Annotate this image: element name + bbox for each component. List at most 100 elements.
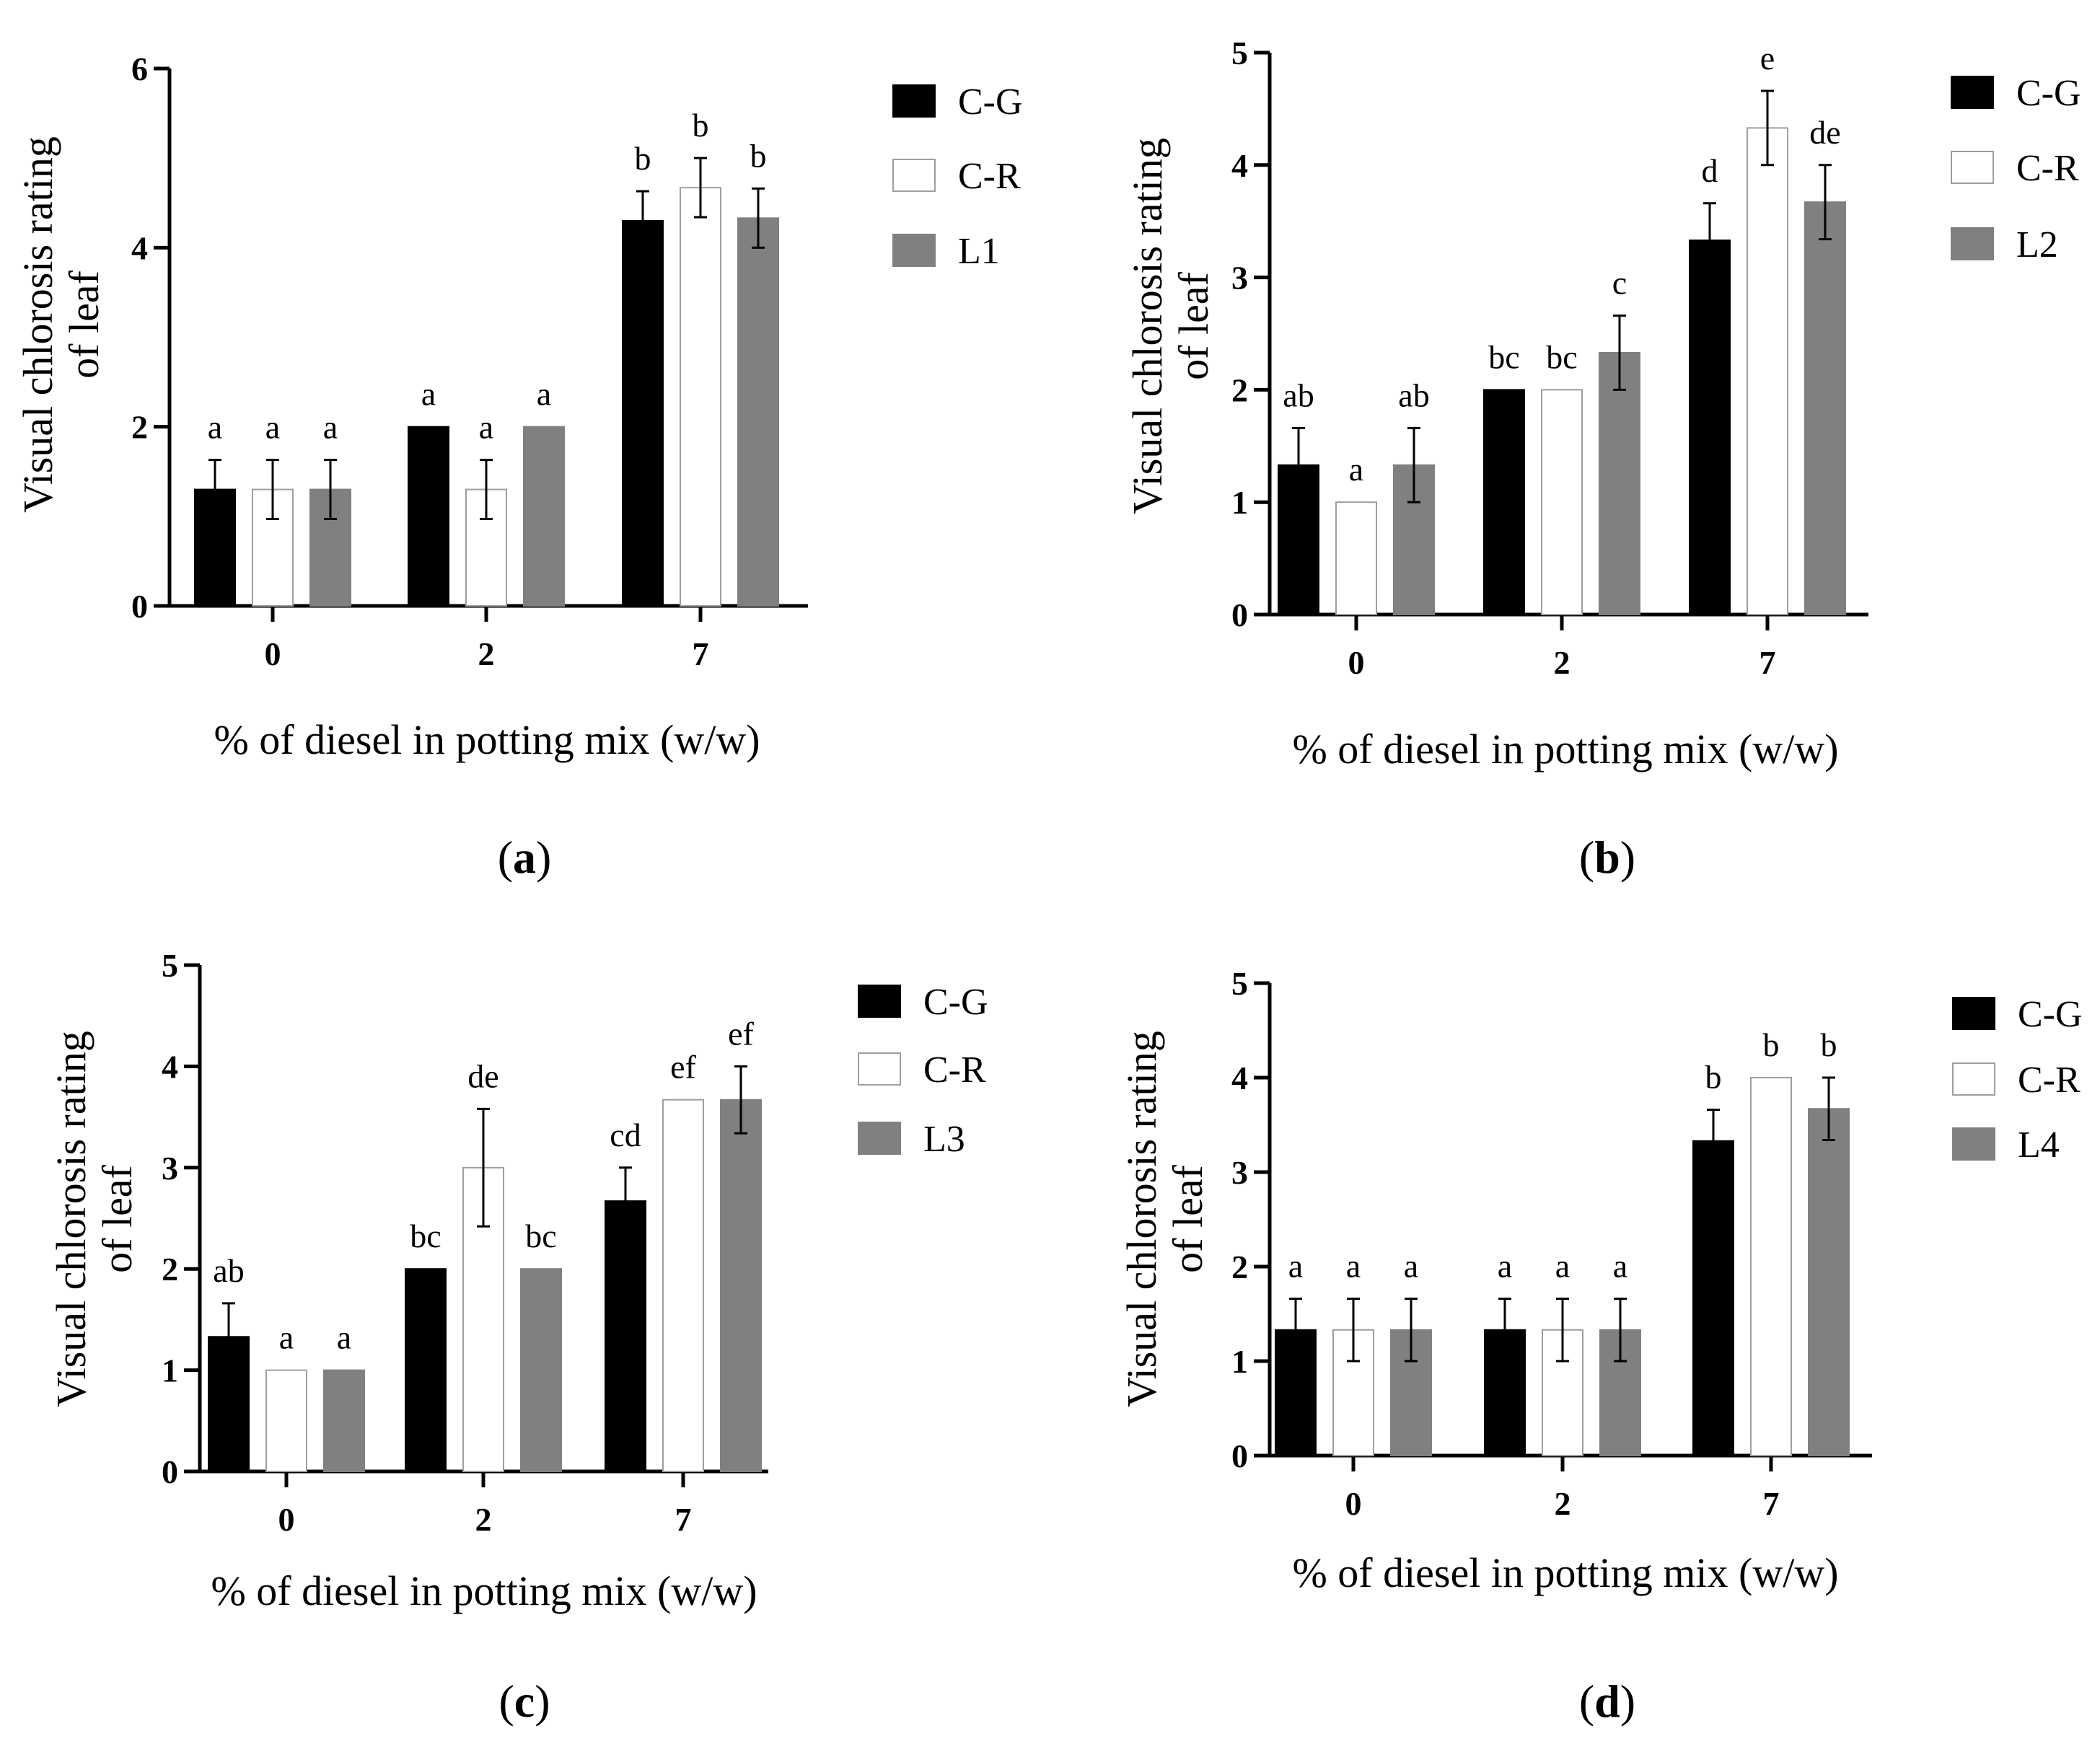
legend-swatch-c-g [1952, 997, 1995, 1030]
x-category-label: 0 [265, 635, 281, 672]
bar-l1-2 [523, 426, 565, 607]
y-tick-label: 1 [1231, 484, 1248, 521]
error-bar [222, 1302, 235, 1372]
x-category-label: 7 [693, 635, 709, 672]
significance-label: a [1613, 1248, 1627, 1285]
y-tick-label: 0 [131, 588, 148, 625]
error-bar [477, 1107, 490, 1228]
bar-c-g-2 [408, 426, 449, 607]
panel-label-letter: c [514, 1676, 535, 1727]
bar-l3-2 [520, 1268, 562, 1472]
significance-label: ab [1283, 377, 1314, 413]
significance-label: bc [1488, 338, 1519, 375]
x-category-label: 2 [1555, 1485, 1571, 1522]
significance-label: bc [1546, 338, 1577, 375]
panel-label-open: ( [498, 1676, 514, 1727]
bar-l2-7 [1804, 201, 1846, 615]
y-tick-label: 3 [1231, 260, 1248, 296]
significance-label: de [1809, 114, 1840, 151]
significance-label: a [279, 1319, 294, 1356]
y-axis-title: Visual chlorosis ratingof leaf [1118, 1031, 1211, 1407]
significance-label: a [323, 409, 338, 446]
bar-c-g-7 [1689, 239, 1731, 616]
bar-c-r-2 [1541, 389, 1583, 616]
significance-label: ab [213, 1252, 244, 1289]
error-bar [1819, 164, 1832, 241]
significance-label: a [1404, 1248, 1418, 1285]
legend-label-l3: L3 [923, 1119, 965, 1160]
legend: C-G C-R L3 [858, 982, 988, 1160]
y-axis-title-line2: of leaf [1164, 1164, 1211, 1272]
significance-label: a [1288, 1248, 1303, 1285]
error-bar [734, 1065, 747, 1135]
legend-label-c-g: C-G [2016, 73, 2081, 114]
legend-swatch-c-g [892, 84, 936, 118]
y-tick-label: 4 [1231, 1060, 1248, 1096]
panel-label-close: ) [535, 1676, 550, 1727]
y-tick-label: 3 [1231, 1154, 1248, 1191]
legend: C-G C-R L1 [892, 82, 1023, 272]
x-category-label: 7 [675, 1501, 692, 1538]
error-bar [1761, 89, 1774, 167]
error-bar [1407, 426, 1420, 503]
error-bar [1289, 1298, 1302, 1363]
legend-label-c-r: C-R [2016, 148, 2079, 189]
x-axis-title: % of diesel in potting mix (w/w) [1292, 726, 1838, 773]
legend-label-c-g: C-G [2018, 994, 2083, 1035]
panel-label-open: ( [1579, 1676, 1594, 1727]
y-tick-label: 4 [162, 1048, 178, 1085]
significance-label: de [467, 1057, 498, 1094]
x-axis-title: % of diesel in potting mix (w/w) [211, 1567, 757, 1614]
error-bar [1405, 1298, 1418, 1363]
significance-label: a [265, 409, 280, 446]
legend-swatch-l1 [892, 234, 936, 267]
x-category-label: 0 [278, 1501, 295, 1538]
legend-label-l2: L2 [2016, 224, 2058, 265]
panel-label-open: ( [498, 832, 513, 883]
legend-swatch-l2 [1951, 227, 1994, 260]
significance-label: bc [410, 1218, 441, 1254]
x-category-label: 2 [478, 635, 495, 672]
y-axis-title-line1: Visual chlorosis rating [48, 1031, 95, 1407]
bar-l3-7 [720, 1099, 762, 1473]
bar-c-r-7 [680, 187, 721, 607]
significance-label: a [337, 1319, 351, 1356]
y-tick-label: 6 [131, 50, 148, 87]
error-bar [1613, 314, 1626, 391]
legend-label-c-r: C-R [923, 1049, 986, 1091]
legend-swatch-c-r [892, 159, 936, 192]
y-axis-title-line2: of leaf [61, 270, 107, 378]
legend-swatch-l3 [858, 1122, 901, 1155]
error-bar [636, 190, 649, 252]
legend-label-l4: L4 [2018, 1125, 2060, 1166]
error-bar [619, 1166, 632, 1236]
error-bar [752, 187, 765, 249]
x-axis-title: % of diesel in potting mix (w/w) [214, 716, 760, 763]
significance-label: cd [610, 1117, 641, 1153]
legend-label-c-g: C-G [923, 982, 988, 1023]
panel-label: (b) [1579, 832, 1635, 883]
y-tick-label: 4 [131, 229, 148, 266]
legend-swatch-c-r [858, 1052, 901, 1086]
error-bar [324, 459, 337, 521]
bar-l2-2 [1599, 351, 1640, 615]
y-tick-label: 0 [1231, 597, 1248, 633]
x-category-label: 2 [1554, 644, 1570, 681]
significance-label: a [537, 376, 551, 413]
legend-swatch-c-g [858, 985, 901, 1018]
panel-label-letter: b [1594, 832, 1620, 883]
x-category-label: 0 [1345, 1485, 1362, 1522]
error-bar [1347, 1298, 1360, 1363]
bar-l3-0 [323, 1369, 365, 1472]
legend-label-c-r: C-R [958, 156, 1021, 197]
panel-label-open: ( [1579, 832, 1594, 883]
y-tick-label: 4 [1231, 147, 1248, 184]
bar-l1-7 [737, 217, 779, 607]
x-category-label: 2 [475, 1501, 492, 1538]
y-axis-title-line2: of leaf [94, 1164, 141, 1272]
legend-label-c-g: C-G [958, 82, 1023, 123]
bar-c-r-0 [1335, 501, 1377, 616]
significance-label: a [1555, 1248, 1570, 1285]
error-bar [208, 459, 221, 521]
